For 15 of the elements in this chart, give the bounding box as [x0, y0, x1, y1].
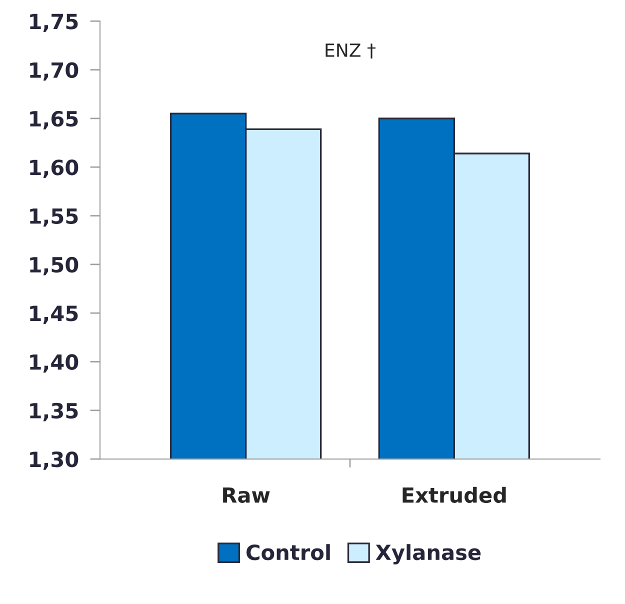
y-tick-label: 1,60: [30, 160, 78, 178]
y-tick-label: 1,70: [30, 62, 78, 81]
y-tick-label: 1,75: [30, 14, 78, 32]
annotation: ENZ †: [326, 44, 376, 59]
y-tick-label: 1,30: [30, 451, 78, 470]
x-tick-label: Raw: [223, 487, 270, 503]
x-tick-label: Extruded: [402, 486, 506, 503]
legend-label: Control: [246, 544, 330, 560]
y-tick-label: 1,50: [30, 256, 78, 276]
legend-label: Xylanase: [376, 544, 481, 564]
y-tick-label: 1,65: [30, 110, 78, 130]
y-tick-label: 1,40: [30, 354, 78, 373]
y-tick-label: 1,35: [30, 402, 78, 422]
y-tick-label: 1,45: [30, 306, 78, 324]
y-tick-label: 1,55: [30, 208, 78, 227]
